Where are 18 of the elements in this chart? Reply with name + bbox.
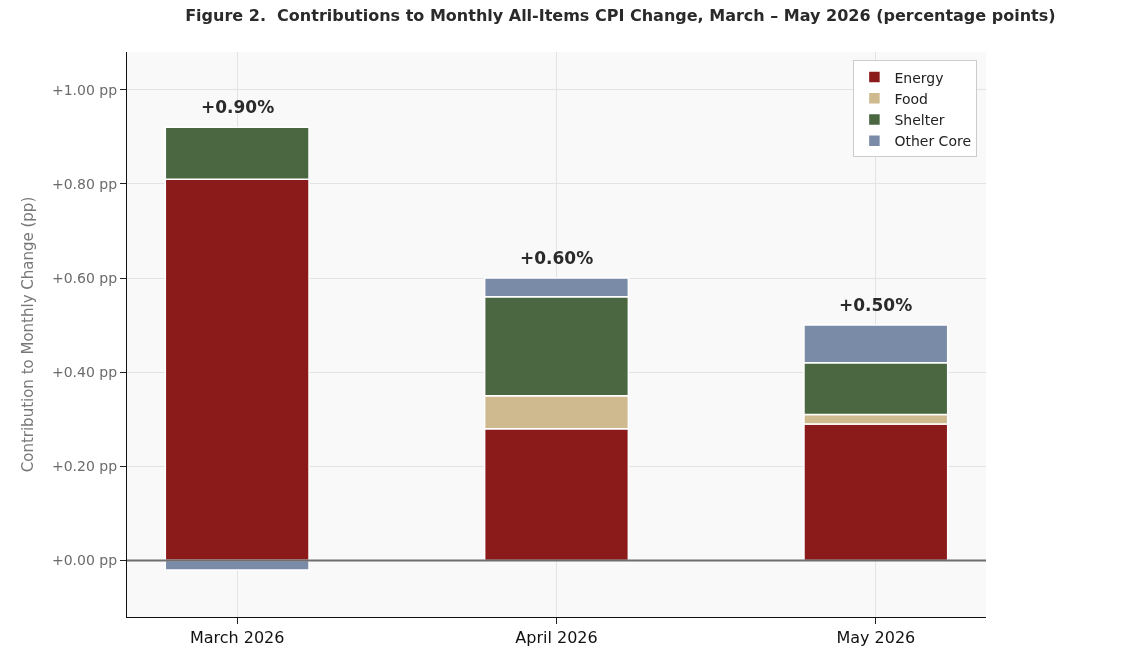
x-tick-label: May 2026 [836,628,916,648]
y-tick-label: +0.40 pp [51,364,118,381]
x-tick-label: March 2026 [189,628,285,648]
y-tick-label: +0.00 pp [51,552,118,569]
y-tick-label: +0.80 pp [51,175,118,192]
x-tick-label: April 2026 [515,628,598,648]
y-tick-label: +0.20 pp [51,458,118,475]
legend-label: Shelter [894,111,945,128]
y-tick-label: +1.00 pp [51,81,118,98]
chart-title: Figure 2. Contributions to Monthly All-Items CPI Change, March – May 2026 (percentage points) [185,6,1056,26]
y-tick-label: +0.60 pp [51,269,118,286]
total-label: +0.90% [201,97,275,117]
legend-label: Energy [894,69,944,86]
total-label: +0.50% [839,295,913,315]
legend-label: Other Core [894,133,972,150]
legend-label: Food [894,90,928,107]
y-axis-title: Contribution to Monthly Change (pp) [19,196,38,473]
total-label: +0.60% [520,248,594,268]
